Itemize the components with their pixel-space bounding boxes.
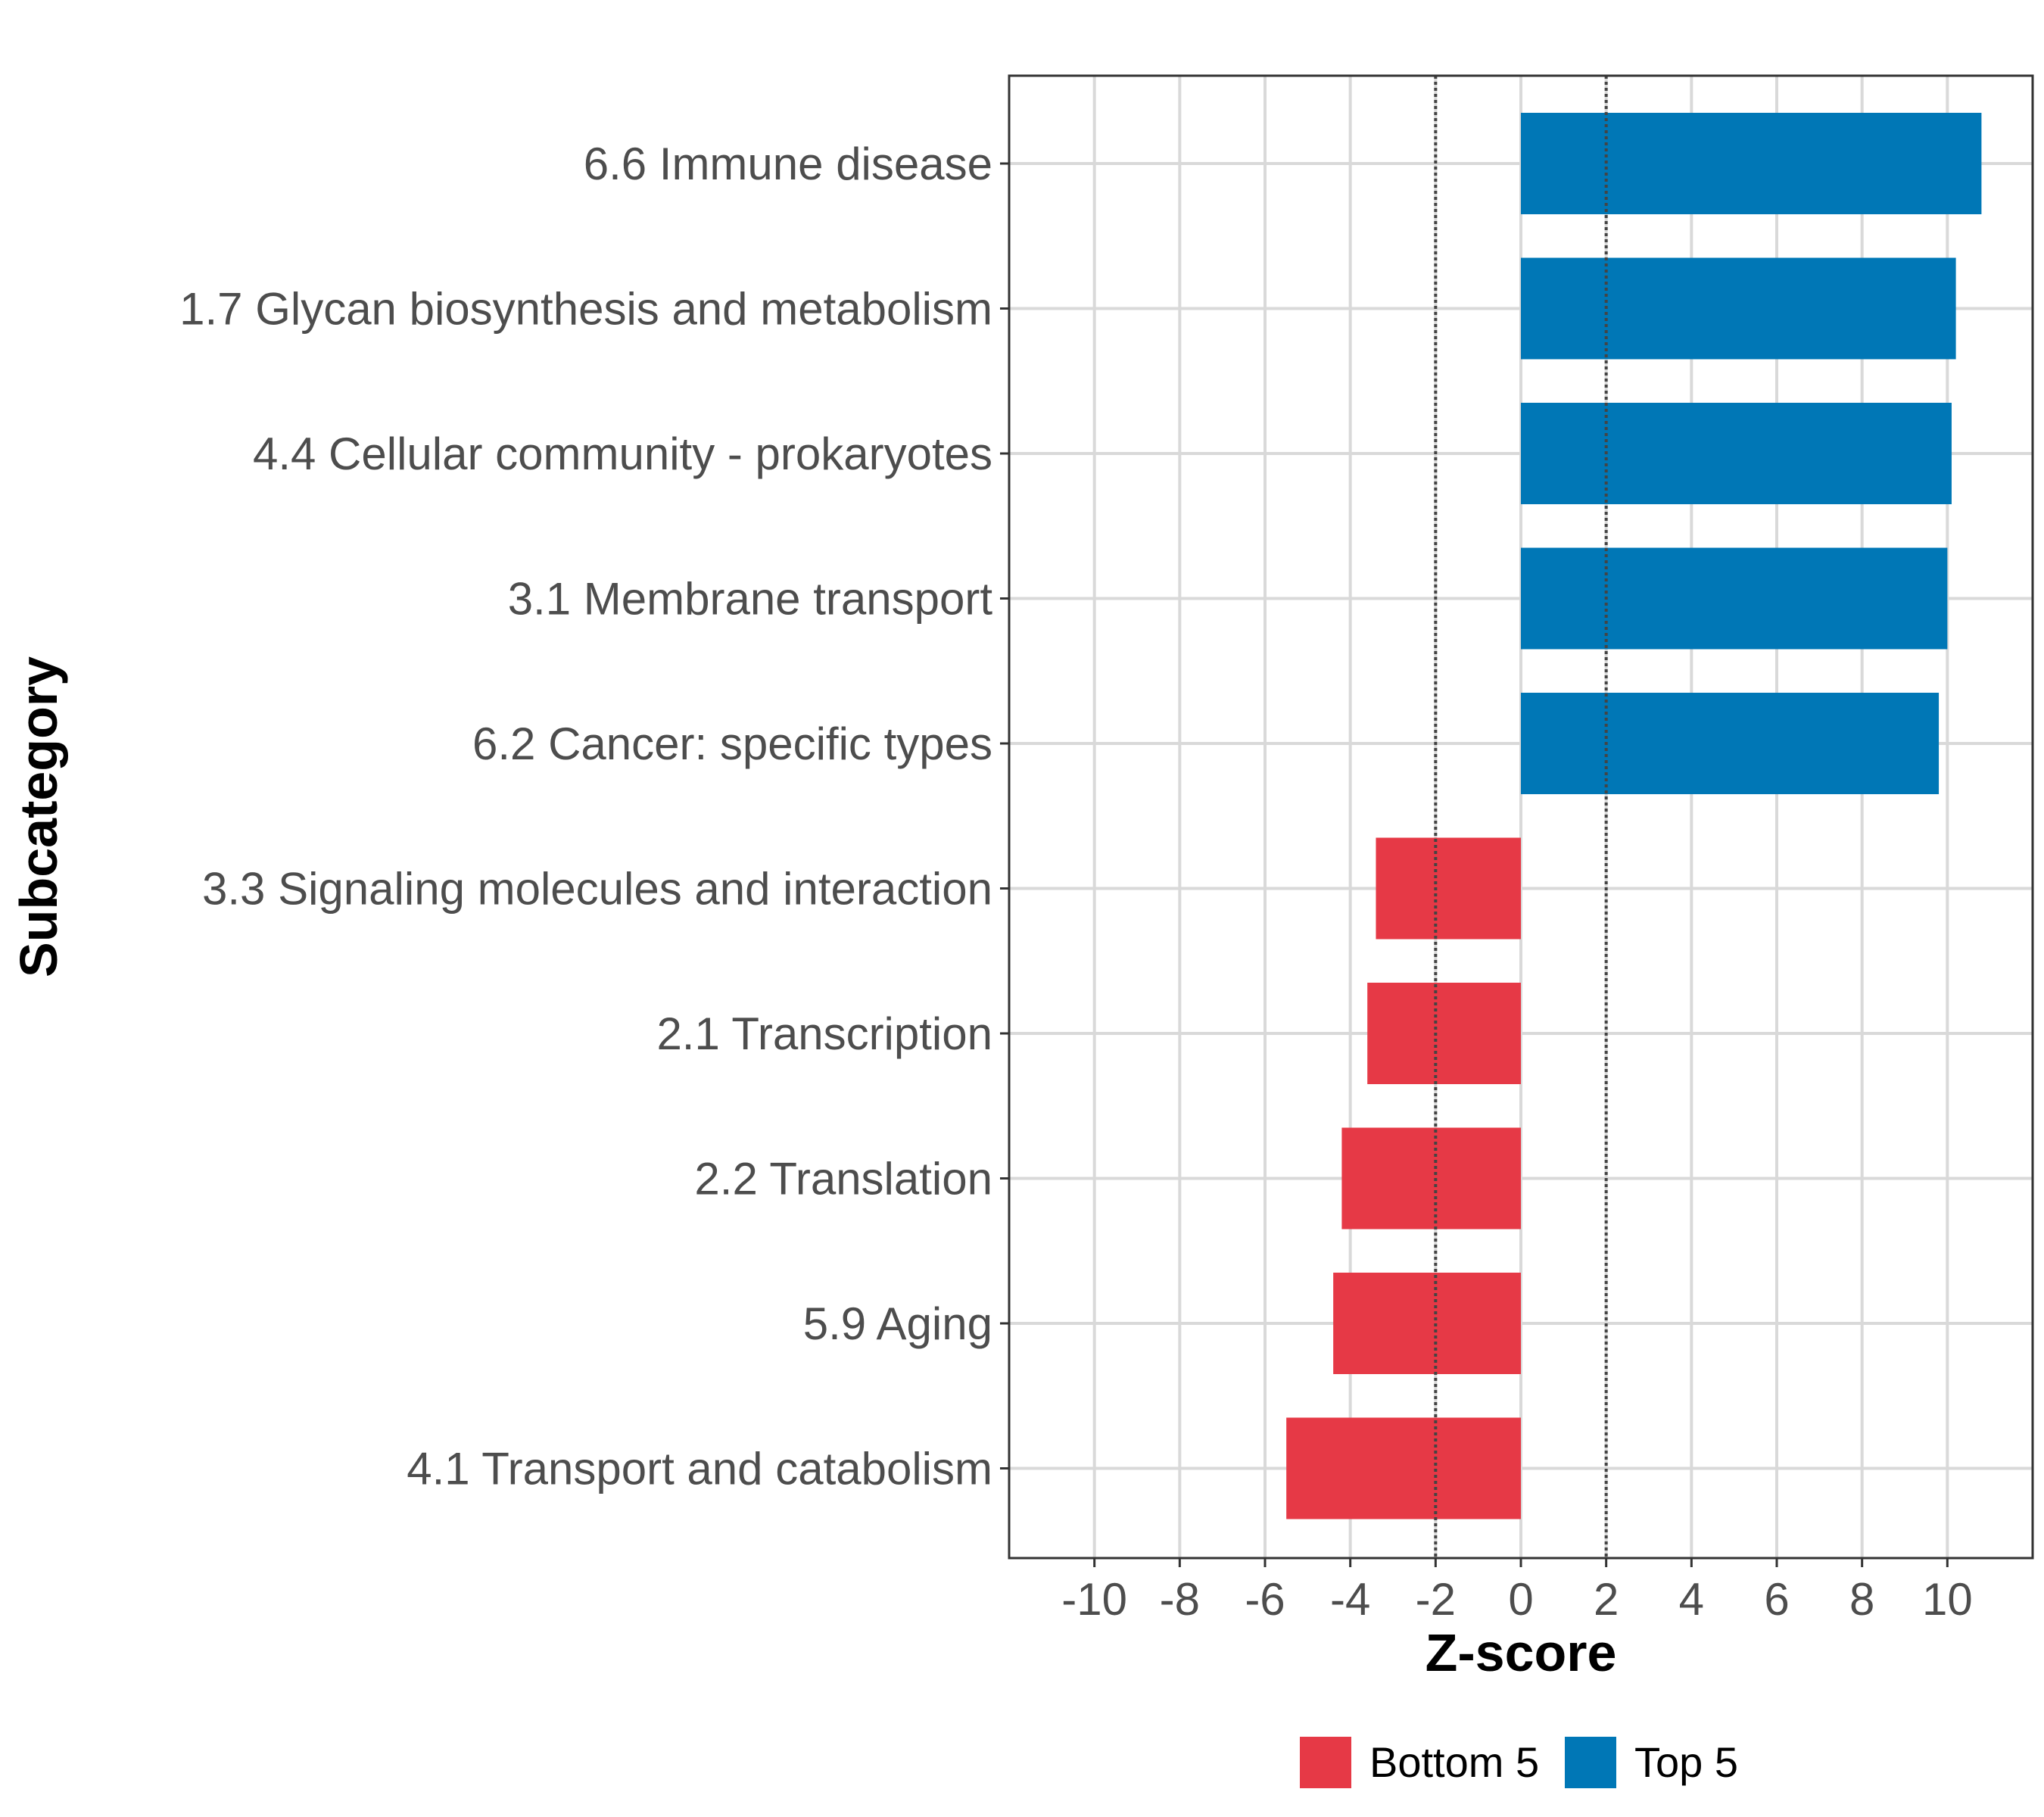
- bar: [1521, 113, 1982, 214]
- x-tick-label: 0: [1508, 1574, 1533, 1625]
- bar: [1286, 1417, 1521, 1519]
- y-tick-label: 6.2 Cancer: specific types: [472, 718, 992, 769]
- x-tick-label: 6: [1764, 1574, 1789, 1625]
- x-tick-label: -4: [1330, 1574, 1370, 1625]
- x-axis: -10 -8 -6 -4 -2 0 2 4 6 8 10: [1061, 1558, 1973, 1625]
- bar: [1376, 837, 1521, 940]
- bar: [1521, 547, 1948, 650]
- x-tick-label: 8: [1849, 1574, 1874, 1625]
- x-axis-title: Z-score: [1426, 1623, 1617, 1682]
- y-tick-label: 2.1 Transcription: [656, 1008, 992, 1059]
- bar: [1521, 693, 1940, 794]
- y-tick-label: 2.2 Translation: [694, 1154, 992, 1205]
- y-tick-label: 3.3 Signaling molecules and interaction: [202, 864, 992, 915]
- y-tick-label: 3.1 Membrane transport: [508, 574, 993, 625]
- y-tick-label: 5.9 Aging: [803, 1298, 992, 1349]
- legend-label: Bottom 5: [1369, 1738, 1539, 1786]
- legend-key: [1300, 1737, 1351, 1788]
- x-tick-label: 2: [1594, 1574, 1619, 1625]
- y-axis-title: Subcategory: [9, 656, 68, 977]
- y-tick-label: 4.1 Transport and catabolism: [407, 1444, 992, 1494]
- reference-lines: [1434, 76, 1608, 1558]
- bar: [1341, 1127, 1521, 1230]
- bars: [1286, 113, 1982, 1519]
- y-tick-label: 1.7 Glycan biosynthesis and metabolism: [179, 284, 992, 335]
- x-tick-label: -6: [1245, 1574, 1285, 1625]
- x-tick-label: -8: [1160, 1574, 1200, 1625]
- bar: [1333, 1273, 1521, 1374]
- bar: [1521, 403, 1952, 504]
- bar: [1521, 257, 1956, 360]
- y-axis: 6.6 Immune disease 1.7 Glycan biosynthesi…: [179, 139, 1009, 1494]
- x-tick-label: -10: [1061, 1574, 1127, 1625]
- x-tick-label: -2: [1416, 1574, 1456, 1625]
- x-tick-label: 10: [1922, 1574, 1973, 1625]
- y-tick-label: 4.4 Cellular community - prokaryotes: [253, 429, 992, 479]
- y-tick-label: 6.6 Immune disease: [584, 139, 992, 189]
- legend: Bottom 5 Top 5: [1300, 1737, 1738, 1788]
- legend-label: Top 5: [1634, 1738, 1738, 1786]
- legend-key: [1565, 1737, 1616, 1788]
- bar: [1367, 983, 1521, 1084]
- x-tick-label: 4: [1679, 1574, 1704, 1625]
